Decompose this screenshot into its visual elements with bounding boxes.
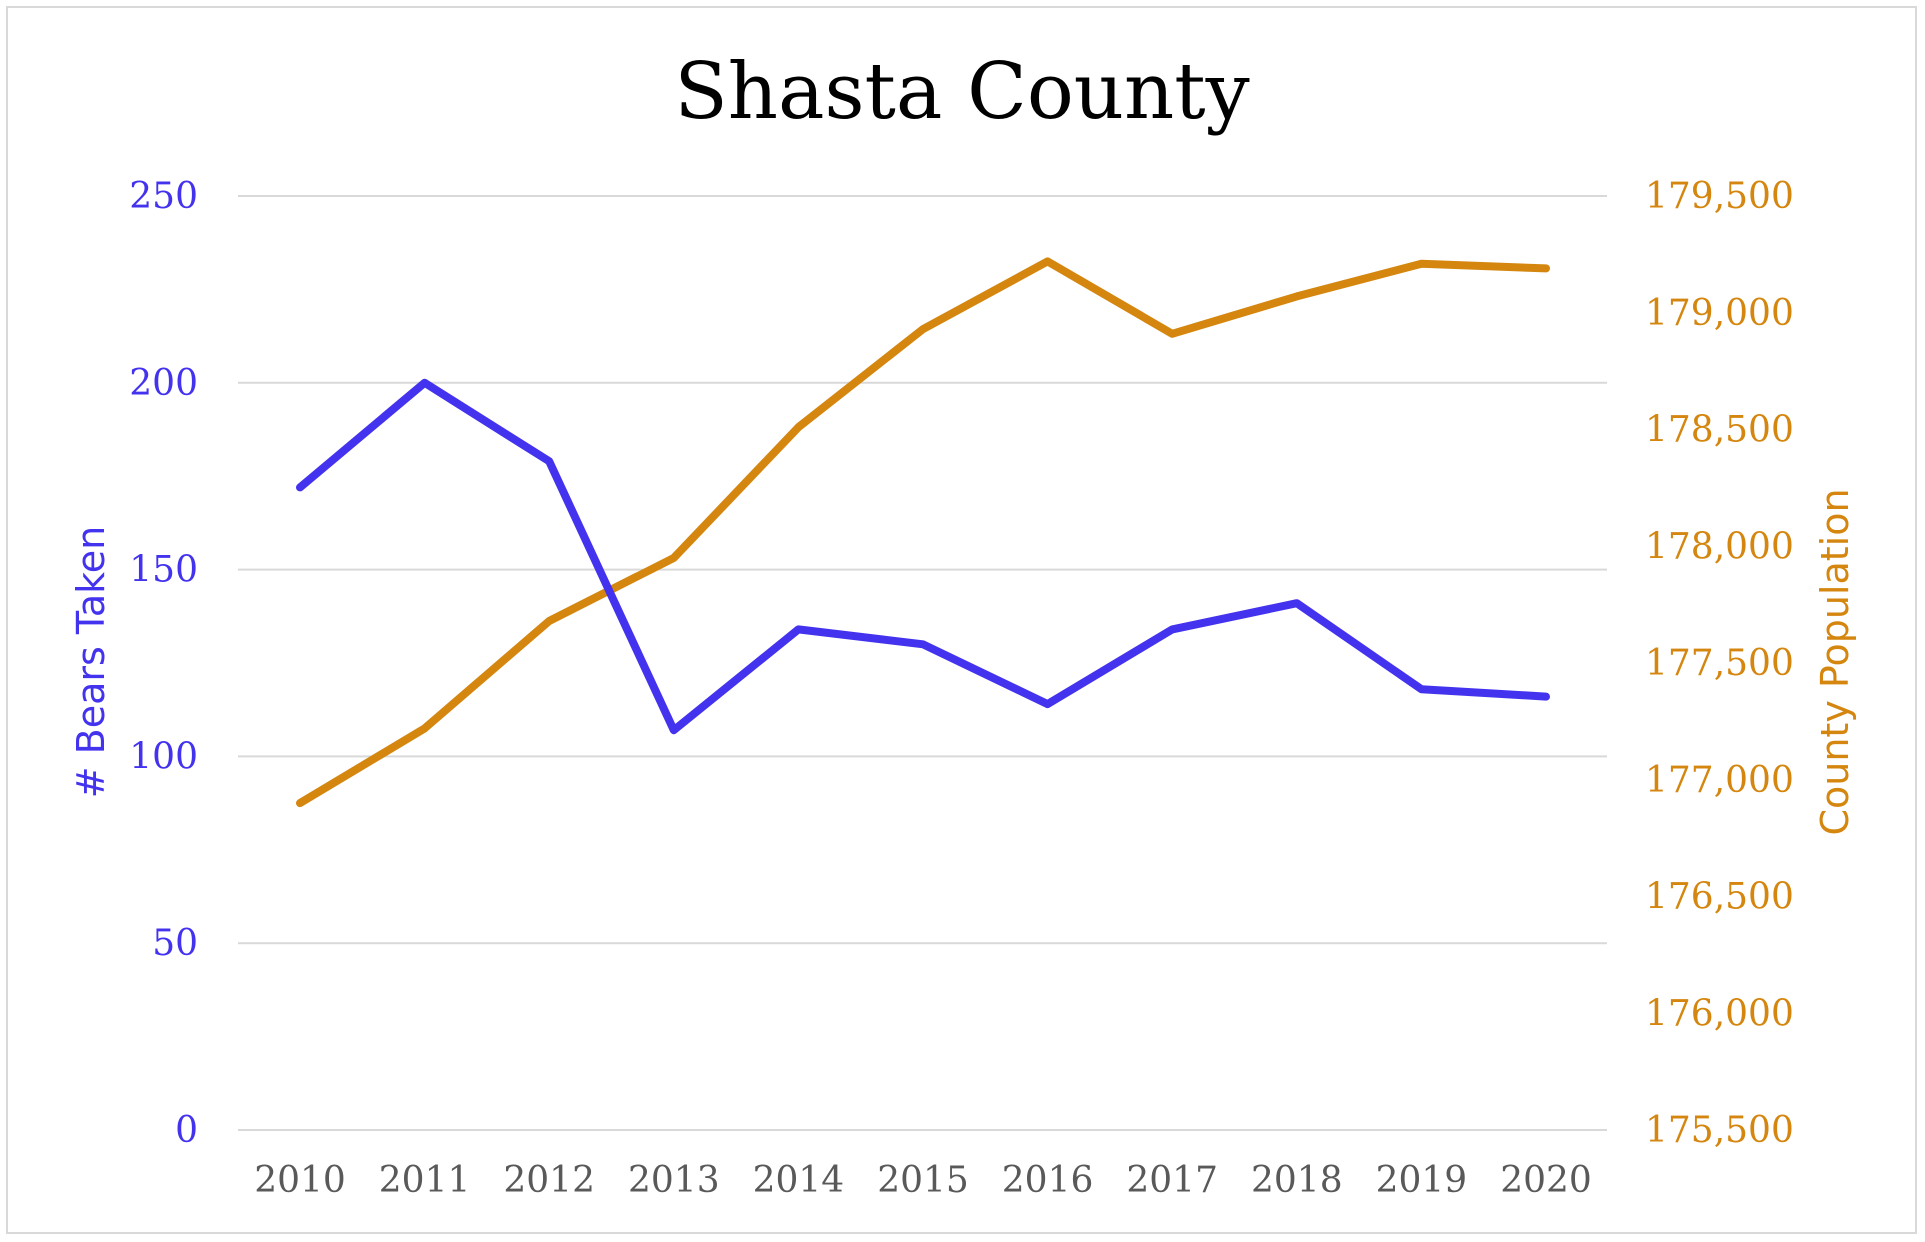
y-right-tick-label: 178,000 (1645, 526, 1794, 567)
y-right-tick-label: 177,500 (1645, 643, 1794, 684)
data-point-county-population (1545, 267, 1547, 269)
data-point-bears-taken (922, 643, 924, 645)
data-point-bears-taken (548, 460, 550, 462)
y-right-tick-label: 178,500 (1645, 410, 1794, 451)
chart-title: Shasta County (674, 47, 1249, 137)
left-axis-ticks: 0 50 100 150 200 250 (129, 176, 198, 1151)
y-left-tick-label: 200 (129, 363, 198, 404)
x-tick-label: 2020 (1500, 1160, 1592, 1201)
x-tick-label: 2015 (877, 1160, 969, 1201)
chart-frame (6, 6, 1917, 1234)
x-tick-label: 2010 (254, 1160, 346, 1201)
x-tick-label: 2011 (379, 1160, 471, 1201)
data-point-county-population (424, 727, 426, 729)
data-point-bears-taken (424, 382, 426, 384)
data-point-county-population (1420, 263, 1422, 265)
x-tick-label: 2017 (1126, 1160, 1218, 1201)
x-tick-label: 2016 (1002, 1160, 1094, 1201)
data-point-bears-taken (673, 729, 675, 731)
y-right-tick-label: 176,000 (1645, 993, 1794, 1034)
y-right-tick-label: 176,500 (1645, 877, 1794, 918)
data-point-bears-taken (1296, 602, 1298, 604)
data-point-bears-taken (797, 628, 799, 630)
series-group (296, 257, 1550, 808)
data-point-county-population (922, 328, 924, 330)
data-point-county-population (797, 426, 799, 428)
data-point-county-population (1047, 260, 1049, 262)
y-right-tick-label: 179,500 (1645, 176, 1794, 217)
right-axis-ticks: 175,500 176,000 176,500 177,000 177,500 178,0… (1645, 176, 1794, 1151)
data-point-county-population (1171, 333, 1173, 335)
x-axis-ticks: 2010 2011 2012 2013 2014 2015 2016 2017 2018 2019… (254, 1160, 1592, 1201)
x-tick-label: 2013 (628, 1160, 720, 1201)
x-tick-label: 2014 (753, 1160, 845, 1201)
y-right-tick-label: 177,000 (1645, 760, 1794, 801)
data-point-county-population (1296, 295, 1298, 297)
data-point-bears-taken (1420, 688, 1422, 690)
y-axis-left-label: # Bears Taken (69, 526, 113, 798)
x-tick-label: 2012 (503, 1160, 595, 1201)
y-left-tick-label: 50 (152, 923, 198, 964)
y-left-tick-label: 0 (175, 1110, 198, 1151)
data-point-bears-taken (1171, 628, 1173, 630)
data-point-county-population (673, 557, 675, 559)
data-point-bears-taken (299, 486, 301, 488)
data-point-bears-taken (1047, 703, 1049, 705)
x-tick-label: 2018 (1251, 1160, 1343, 1201)
data-point-bears-taken (1545, 696, 1547, 698)
gridlines (238, 195, 1607, 1131)
series-line-county-population (296, 257, 1550, 808)
y-left-tick-label: 250 (129, 176, 198, 217)
y-right-tick-label: 175,500 (1645, 1110, 1794, 1151)
y-right-tick-label: 179,000 (1645, 293, 1794, 334)
x-tick-label: 2019 (1376, 1160, 1468, 1201)
data-point-county-population (548, 620, 550, 622)
y-left-tick-label: 100 (129, 736, 198, 777)
y-axis-right-label: County Population (1813, 488, 1857, 835)
data-point-county-population (299, 802, 301, 804)
y-left-tick-label: 150 (129, 550, 198, 591)
